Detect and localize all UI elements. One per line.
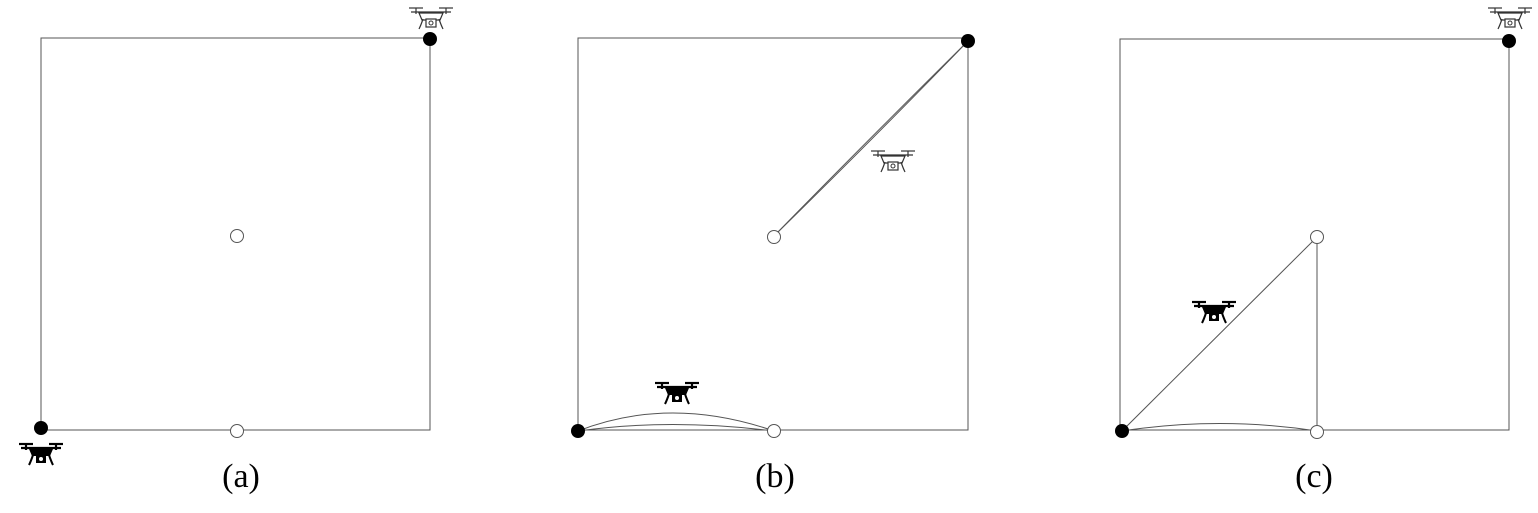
hollow-node-bottom <box>230 424 244 438</box>
panel-c: (c) <box>1115 7 1533 495</box>
filled-node-bottom-left <box>34 421 48 435</box>
drone-icon <box>653 381 701 406</box>
filled-node-bottom-left <box>1115 424 1129 438</box>
path-diagonal-lower <box>773 40 969 237</box>
path-diagonal-upper <box>773 40 969 237</box>
filled-node-bottom-left <box>571 424 585 438</box>
path-diagonal <box>1121 236 1318 432</box>
path-bottom-upper <box>577 412 775 432</box>
filled-node-top-right <box>1502 34 1516 48</box>
hollow-node-bottom <box>767 424 781 438</box>
filled-node-top-right <box>423 32 437 46</box>
filled-node-top-right <box>961 34 975 48</box>
hollow-node-center <box>1310 230 1324 244</box>
panel-label-c: (c) <box>1295 458 1333 495</box>
drone-outline-icon <box>870 150 916 173</box>
panel-a: (a) <box>17 7 454 495</box>
drone-icon <box>1190 300 1238 325</box>
path-bottom-curve <box>1121 423 1318 432</box>
path-bottom-lower <box>577 424 775 432</box>
drone-outline-icon <box>1487 7 1533 30</box>
drone-outline-icon <box>408 7 454 30</box>
panel-label-b: (b) <box>755 458 795 495</box>
drone-icon <box>17 442 65 467</box>
hollow-node-bottom <box>1310 425 1324 439</box>
hollow-node-center <box>767 230 781 244</box>
panel-b: (b) <box>571 34 975 495</box>
hollow-node-center <box>230 229 244 243</box>
panel-label-a: (a) <box>222 458 260 495</box>
